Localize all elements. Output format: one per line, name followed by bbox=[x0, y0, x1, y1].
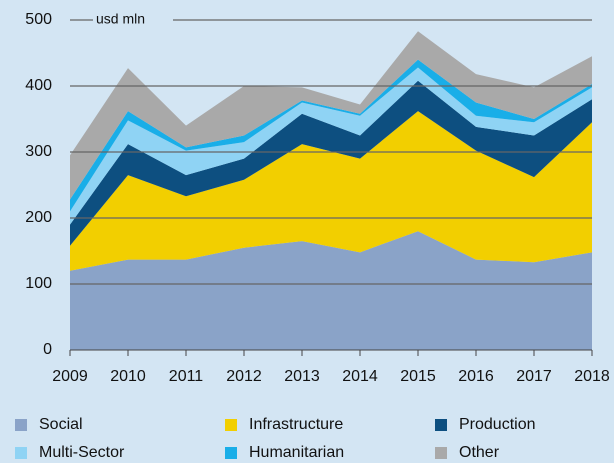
x-tick-label: 2010 bbox=[110, 368, 146, 385]
legend-swatch bbox=[225, 419, 237, 431]
area bbox=[70, 231, 592, 350]
x-tick-label: 2016 bbox=[458, 368, 494, 385]
x-tick-label: 2018 bbox=[574, 368, 610, 385]
legend-swatch bbox=[225, 447, 237, 459]
area bbox=[70, 80, 592, 246]
legend-label: Infrastructure bbox=[249, 416, 343, 433]
x-tick-label: 2014 bbox=[342, 368, 378, 385]
x-tick-label: 2009 bbox=[52, 368, 88, 385]
legend-swatch bbox=[15, 447, 27, 459]
y-tick-label: 0 bbox=[43, 341, 52, 358]
y-label-bg bbox=[93, 10, 173, 30]
legend-swatch bbox=[15, 419, 27, 431]
y-tick-label: 200 bbox=[25, 209, 52, 226]
x-tick-label: 2015 bbox=[400, 368, 436, 385]
y-label: usd mln bbox=[96, 11, 145, 27]
y-tick-label: 100 bbox=[25, 275, 52, 292]
y-tick-label: 400 bbox=[25, 77, 52, 94]
legend-label: Other bbox=[459, 444, 500, 461]
area bbox=[70, 111, 592, 271]
area bbox=[70, 31, 592, 200]
legend-label: Production bbox=[459, 416, 536, 433]
x-tick-label: 2011 bbox=[169, 368, 204, 385]
legend-label: Humanitarian bbox=[249, 444, 344, 461]
legend-swatch bbox=[435, 447, 447, 459]
x-tick-label: 2017 bbox=[516, 368, 552, 385]
legend-label: Social bbox=[39, 416, 83, 433]
area bbox=[70, 59, 592, 212]
y-tick-label: 300 bbox=[25, 143, 52, 160]
y-tick-label: 500 bbox=[25, 11, 52, 28]
legend-label: Multi-Sector bbox=[39, 444, 125, 461]
x-tick-label: 2012 bbox=[226, 368, 262, 385]
area bbox=[70, 67, 592, 225]
legend-swatch bbox=[435, 419, 447, 431]
x-tick-label: 2013 bbox=[284, 368, 320, 385]
